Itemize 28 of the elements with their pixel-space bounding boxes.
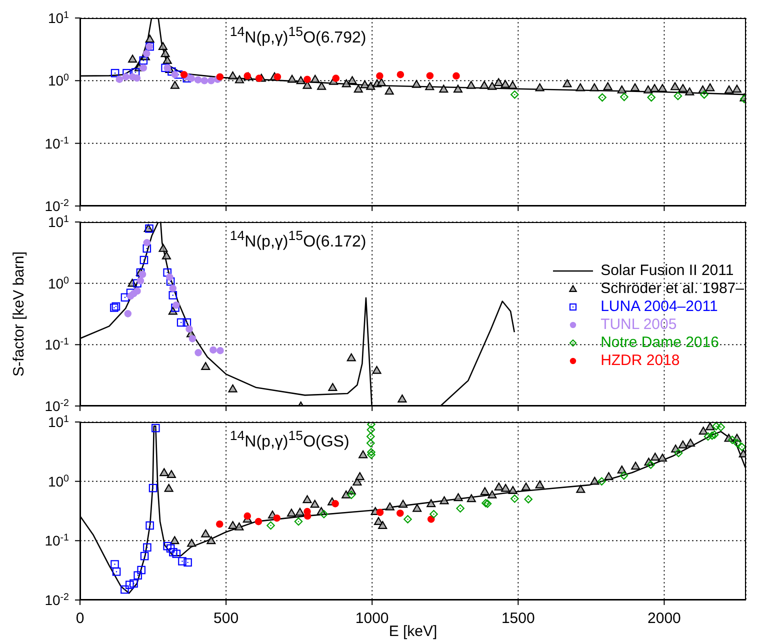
y-tick-label: 10$^{-2}$: [44, 398, 69, 414]
text: $^{14}$N(p,γ)$^{15}$O(6.792): [230, 24, 366, 48]
legend-label: LUNA 2004–2011: [600, 298, 718, 316]
legend-label: Notre Dame 2016: [600, 334, 719, 352]
legend-label: Solar Fusion II 2011: [600, 262, 734, 280]
legend-label: Schröder et al. 1987–: [600, 280, 744, 298]
x-tick-label: 1000: [355, 610, 389, 627]
y-tick-label: 10$^{-1}$: [44, 134, 69, 152]
x-axis-title: E [keV]: [388, 623, 438, 640]
y-tick-label: 10$^{-2}$: [44, 198, 69, 214]
x-tick-label: 500: [214, 610, 239, 627]
text: $^{14}$N(p,γ)$^{15}$O(6.172): [230, 228, 366, 252]
y-tick-label: 10$^{0}$: [48, 72, 70, 89]
y-tick-label: 10$^{1}$: [48, 214, 69, 230]
legend-label: TUNL 2005: [600, 316, 677, 334]
y-tick-label: 10$^{-1}$: [44, 532, 69, 549]
y-axis-title: S-factor [keV barn]: [10, 251, 28, 377]
legend-label: HZDR 2018: [600, 352, 680, 370]
x-tick-label: 2000: [648, 610, 681, 627]
y-tick-label: 10$^{-1}$: [44, 336, 69, 353]
y-tick-label: 10$^{1}$: [48, 414, 69, 430]
x-tick-label: 1500: [501, 610, 535, 627]
y-tick-label: 10$^{0}$: [48, 274, 70, 292]
y-tick-label: 10$^{-2}$: [44, 592, 69, 608]
y-tick-label: 10$^{1}$: [48, 10, 69, 26]
x-tick-label: 0: [76, 610, 84, 627]
text: $^{14}$N(p,γ)$^{15}$O(GS): [230, 428, 350, 452]
y-tick-label: 10$^{0}$: [48, 472, 70, 490]
